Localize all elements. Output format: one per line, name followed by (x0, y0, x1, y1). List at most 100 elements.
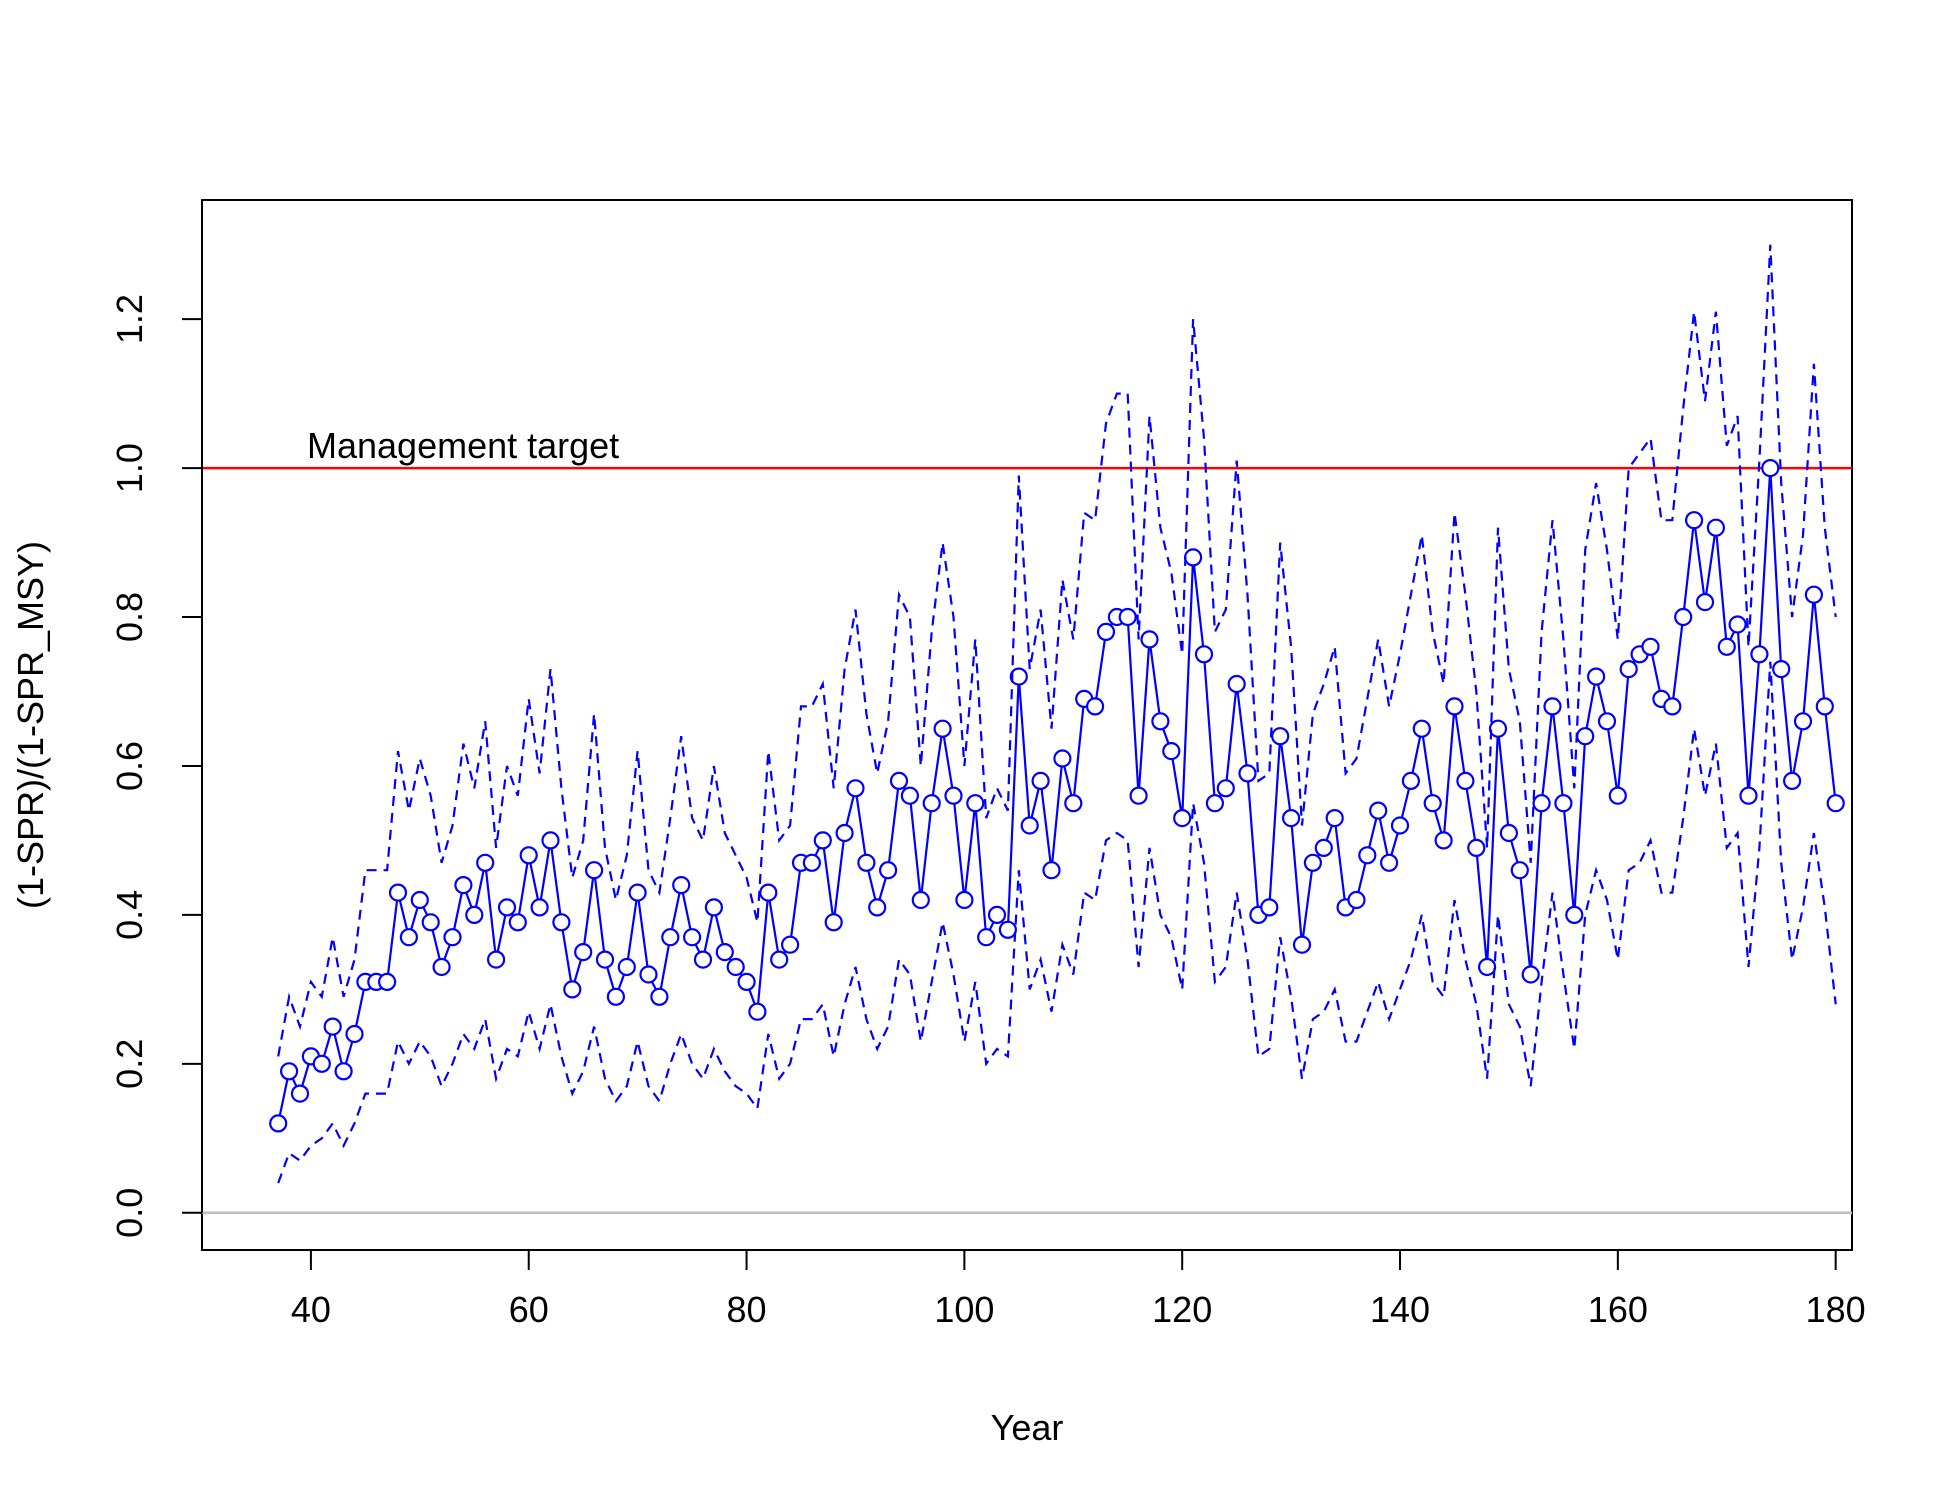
estimate-line (277, 468, 1837, 1124)
data-point (1543, 697, 1562, 716)
data-point (911, 890, 930, 910)
data-point (998, 920, 1018, 939)
y-axis-label: (1-SPR)/(1-SPR_MSY) (10, 541, 51, 909)
data-point (1292, 935, 1312, 954)
data-point (672, 875, 691, 895)
data-point (1761, 459, 1780, 478)
data-point (955, 890, 974, 910)
data-point (933, 719, 952, 738)
x-axis-label: Year (991, 1407, 1064, 1448)
data-point (1782, 771, 1802, 791)
data-point (1369, 801, 1388, 820)
management-target-label: Management target (307, 425, 619, 466)
data-point (1597, 712, 1617, 731)
x-tick-label: 60 (509, 1289, 549, 1330)
data-point (1586, 667, 1606, 686)
data-point (280, 1062, 299, 1081)
data-point (1576, 727, 1595, 746)
data-point (1706, 518, 1726, 537)
data-point (312, 1054, 331, 1073)
data-point (639, 965, 658, 984)
data-point (1804, 585, 1824, 604)
data-point (813, 831, 832, 850)
data-point (1303, 853, 1323, 872)
data-point (966, 794, 985, 813)
data-point (1129, 786, 1148, 805)
data-point (1379, 853, 1399, 872)
data-point (1151, 712, 1170, 731)
data-point (1641, 637, 1660, 656)
upper-bound-line (277, 244, 1837, 1057)
data-point (519, 846, 538, 865)
data-point (1608, 786, 1627, 805)
x-tick-label: 40 (291, 1289, 331, 1330)
data-point (1423, 794, 1442, 813)
data-point (1205, 794, 1225, 813)
data-point (704, 898, 724, 917)
data-point (563, 980, 582, 999)
data-point (1216, 779, 1235, 798)
data-point (1260, 898, 1279, 917)
data-point (857, 853, 876, 872)
x-tick-label: 80 (727, 1289, 767, 1330)
data-point (1684, 511, 1704, 530)
data-point (1717, 637, 1736, 656)
data-point (269, 1114, 288, 1133)
data-point (1445, 697, 1464, 716)
data-point (1739, 786, 1758, 805)
data-point (846, 779, 865, 798)
data-point (497, 898, 517, 917)
data-point (922, 794, 941, 813)
data-point (1477, 957, 1497, 977)
data-point (1619, 659, 1638, 679)
data-point (889, 771, 909, 791)
data-point (1031, 771, 1050, 791)
data-point (476, 853, 495, 872)
data-point (1499, 823, 1519, 843)
data-point (770, 950, 789, 969)
data-point (1020, 816, 1039, 835)
x-tick-label: 140 (1370, 1289, 1430, 1330)
data-point (1532, 794, 1551, 813)
data-point (1412, 719, 1431, 738)
data-point (1227, 674, 1246, 694)
data-point (1053, 749, 1072, 768)
data-point (552, 913, 571, 932)
data-point (1826, 794, 1845, 813)
data-point (1793, 712, 1813, 731)
data-point (378, 972, 397, 992)
data-point (595, 950, 615, 969)
data-point (824, 913, 843, 932)
data-point (1271, 727, 1290, 746)
data-point (748, 1002, 767, 1021)
data-point (780, 935, 800, 954)
data-point (1510, 861, 1529, 880)
data-point (1815, 697, 1834, 716)
y-tick-label: 0.6 (109, 741, 150, 791)
data-point (1042, 861, 1061, 880)
data-point (421, 913, 440, 932)
data-point (432, 957, 451, 977)
data-point (1663, 697, 1682, 716)
data-point (900, 786, 920, 805)
data-point (1281, 808, 1301, 828)
data-point (508, 913, 527, 932)
series-layer (269, 244, 1845, 1184)
x-tick-label: 100 (934, 1289, 994, 1330)
data-point (1467, 838, 1486, 858)
data-point (541, 831, 560, 850)
data-point (987, 905, 1007, 925)
x-tick-label: 160 (1588, 1289, 1648, 1330)
data-point (1325, 808, 1344, 828)
data-point (1173, 808, 1192, 828)
data-point (1347, 890, 1366, 910)
y-axis: 0.0 0.2 0.4 0.6 0.8 1.0 1.2 (109, 294, 203, 1238)
data-point (1488, 719, 1508, 738)
y-tick-label: 0.0 (109, 1188, 150, 1238)
data-point (1434, 831, 1453, 850)
data-point (334, 1062, 353, 1081)
data-point (944, 786, 963, 805)
data-point (1750, 645, 1769, 664)
data-point (682, 928, 702, 947)
data-point (868, 898, 887, 917)
